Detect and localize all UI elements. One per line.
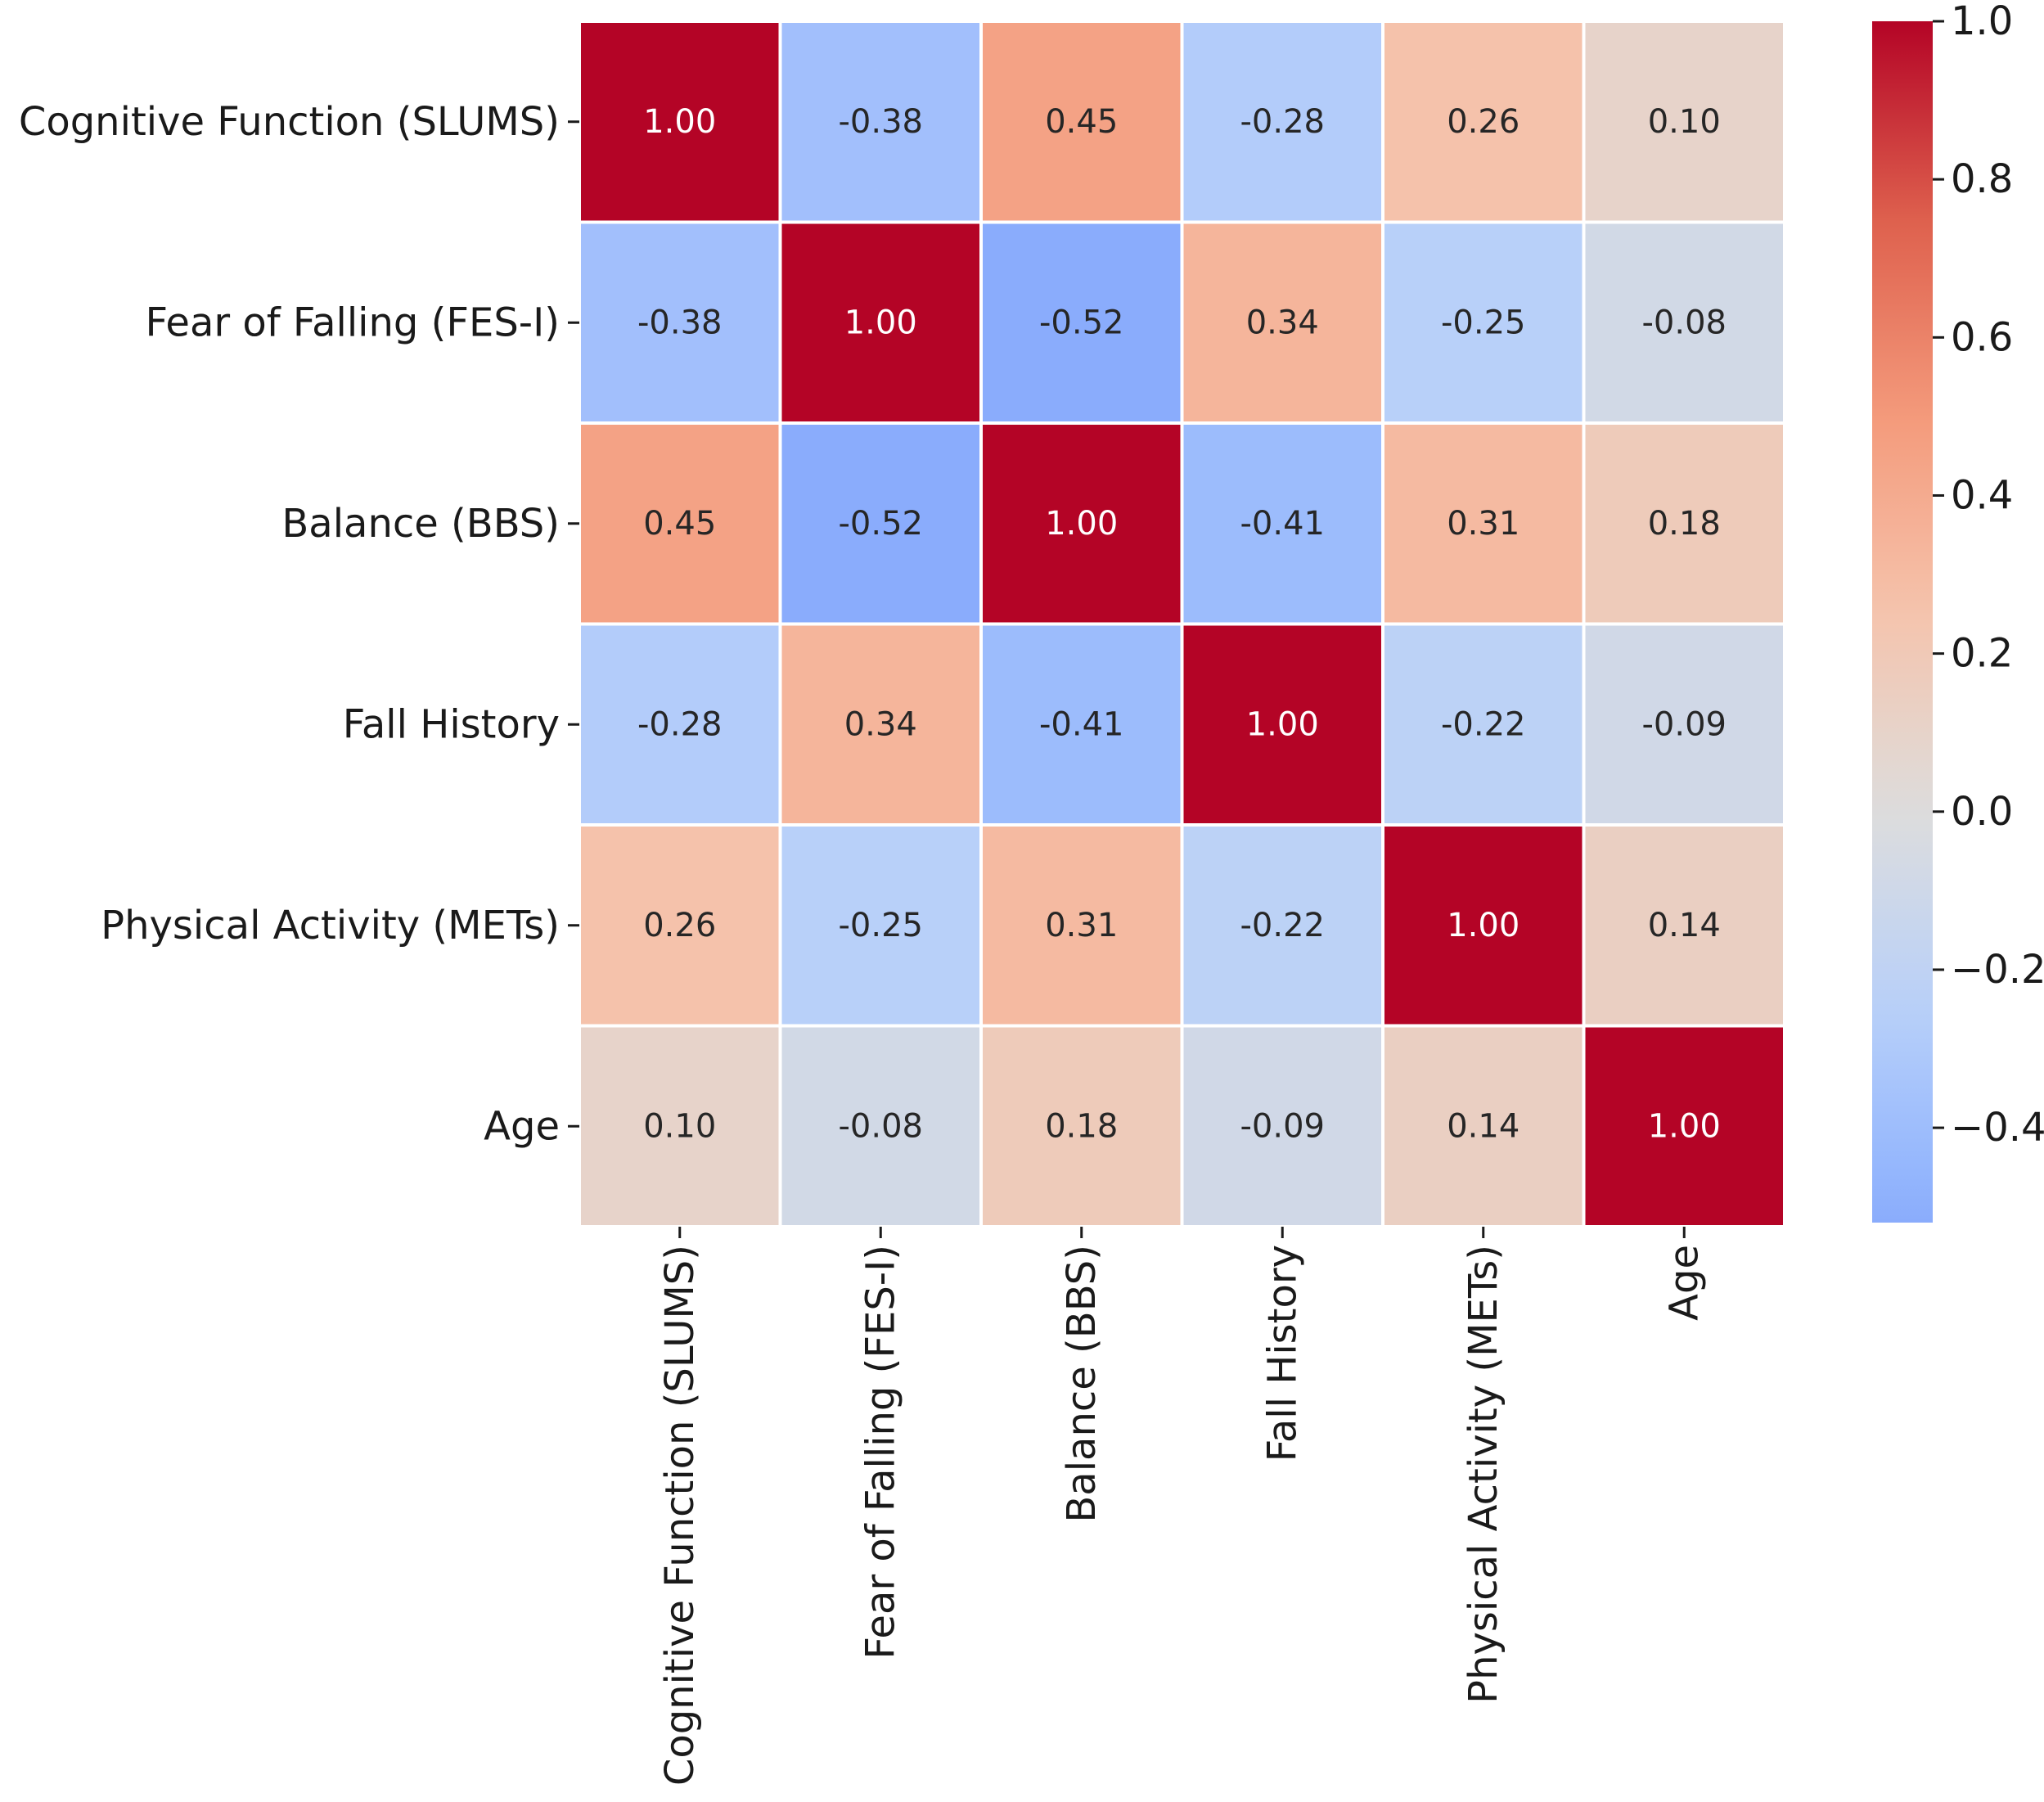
cell-value-label: -0.38 <box>637 304 723 341</box>
heatmap-cell <box>578 622 782 827</box>
cell-value-label: -0.28 <box>637 705 723 743</box>
cell-value-label: 0.45 <box>1045 103 1118 141</box>
cell-value-label: 0.14 <box>1447 1107 1519 1145</box>
cell-value-label: -0.52 <box>1039 304 1124 341</box>
heatmap-cell <box>1582 1024 1786 1228</box>
x-tick-label: Fear of Falling (FES-I) <box>858 1245 903 1660</box>
cell-value-label: 0.45 <box>643 505 716 543</box>
cell-value-label: 0.31 <box>1045 907 1118 944</box>
y-tick-label: Cognitive Function (SLUMS) <box>19 99 560 145</box>
colorbar-tick-label: 0.6 <box>1951 314 2013 360</box>
cell-value-label: 0.10 <box>1648 103 1721 141</box>
cell-value-label: 0.18 <box>1045 1107 1118 1145</box>
cell-value-label: -0.28 <box>1240 103 1326 141</box>
cell-value-label: 0.10 <box>643 1107 716 1145</box>
cell-value-label: 1.00 <box>844 304 917 341</box>
cell-value-label: 0.26 <box>1447 103 1519 141</box>
heatmap-cell <box>578 823 782 1028</box>
cell-value-label: -0.41 <box>1240 505 1326 543</box>
cell-value-label: 0.31 <box>1447 505 1519 543</box>
x-tick-label: Fall History <box>1259 1245 1305 1462</box>
heatmap-cell <box>1582 220 1786 425</box>
cell-value-label: -0.08 <box>839 1107 924 1145</box>
heatmap-cell <box>979 823 1184 1028</box>
cell-value-label: 0.14 <box>1648 907 1721 944</box>
heatmap-cell <box>1381 622 1586 827</box>
heatmap-cell <box>1381 823 1586 1028</box>
cell-value-label: 1.00 <box>1648 1107 1721 1145</box>
cell-value-label: -0.25 <box>1441 304 1526 341</box>
x-tick-label: Age <box>1661 1245 1707 1321</box>
colorbar-tick-label: −0.4 <box>1951 1105 2044 1151</box>
heatmap-cell <box>578 20 782 224</box>
cell-value-label: -0.52 <box>839 505 924 543</box>
colorbar-gradient <box>1872 21 1933 1223</box>
cell-value-label: -0.22 <box>1441 705 1526 743</box>
cell-value-label: -0.41 <box>1039 705 1124 743</box>
y-tick-label: Age <box>484 1103 560 1149</box>
heatmap-cell <box>979 20 1184 224</box>
cell-value-label: -0.09 <box>1240 1107 1326 1145</box>
y-tick-label: Balance (BBS) <box>281 501 560 547</box>
cell-value-label: -0.09 <box>1642 705 1727 743</box>
heatmap-cell <box>1180 421 1384 626</box>
heatmap-cell <box>778 220 983 425</box>
heatmap-cell <box>1582 20 1786 224</box>
heatmap-cell <box>1582 622 1786 827</box>
colorbar-tick-label: 0.8 <box>1951 156 2013 202</box>
heatmap-cell <box>1582 823 1786 1028</box>
colorbar-tick-label: −0.2 <box>1951 947 2044 993</box>
heatmap-cell <box>578 1024 782 1228</box>
cell-value-label: -0.38 <box>839 103 924 141</box>
cell-value-label: 1.00 <box>1447 907 1519 944</box>
y-tick-label: Fear of Falling (FES-I) <box>145 300 560 345</box>
cell-value-label: 0.18 <box>1648 505 1721 543</box>
colorbar-tick-label: 0.4 <box>1951 472 2013 518</box>
cell-value-label: 1.00 <box>643 103 716 141</box>
heatmap-cell <box>1582 421 1786 626</box>
cell-value-label: -0.08 <box>1642 304 1727 341</box>
colorbar-tick-label: 0.0 <box>1951 789 2013 835</box>
cell-value-label: -0.25 <box>839 907 924 944</box>
x-tick-label: Cognitive Function (SLUMS) <box>657 1245 703 1786</box>
cell-value-label: 1.00 <box>1246 705 1319 743</box>
cell-value-label: 0.34 <box>844 705 917 743</box>
heatmap-cells <box>578 20 1786 1228</box>
heatmap-cell <box>1180 220 1384 425</box>
heatmap-cell <box>778 421 983 626</box>
cell-value-label: 1.00 <box>1045 505 1118 543</box>
heatmap-cell <box>979 622 1184 827</box>
y-tick-label: Fall History <box>343 701 560 747</box>
heatmap-annotations: 1.00 -0.38 0.45 -0.28 0.26 0.10 -0.38 1.00 -0.52… <box>637 103 1727 1146</box>
heatmap-cell <box>778 20 983 224</box>
colorbar: 1.0 0.8 0.6 0.4 0.2 0.0 −0.2 −0.4 <box>1872 0 2044 1223</box>
y-axis-tick-labels: Cognitive Function (SLUMS) Fear of Fallin… <box>19 99 579 1149</box>
cell-value-label: 0.34 <box>1246 304 1319 341</box>
x-axis-tick-labels: Cognitive Function (SLUMS) Fear of Fallin… <box>657 1227 1707 1786</box>
heatmap-cell <box>778 622 983 827</box>
colorbar-tick-label: 1.0 <box>1951 0 2013 44</box>
heatmap-cell <box>1381 421 1586 626</box>
y-tick-label: Physical Activity (METs) <box>101 903 560 948</box>
cell-value-label: 0.26 <box>643 907 716 944</box>
x-tick-label: Balance (BBS) <box>1059 1245 1105 1523</box>
x-tick-label: Physical Activity (METs) <box>1461 1245 1506 1704</box>
colorbar-tick-label: 0.2 <box>1951 631 2013 677</box>
heatmap-cell <box>1180 622 1384 827</box>
heatmap-cell <box>1180 823 1384 1028</box>
cell-value-label: -0.22 <box>1240 907 1326 944</box>
